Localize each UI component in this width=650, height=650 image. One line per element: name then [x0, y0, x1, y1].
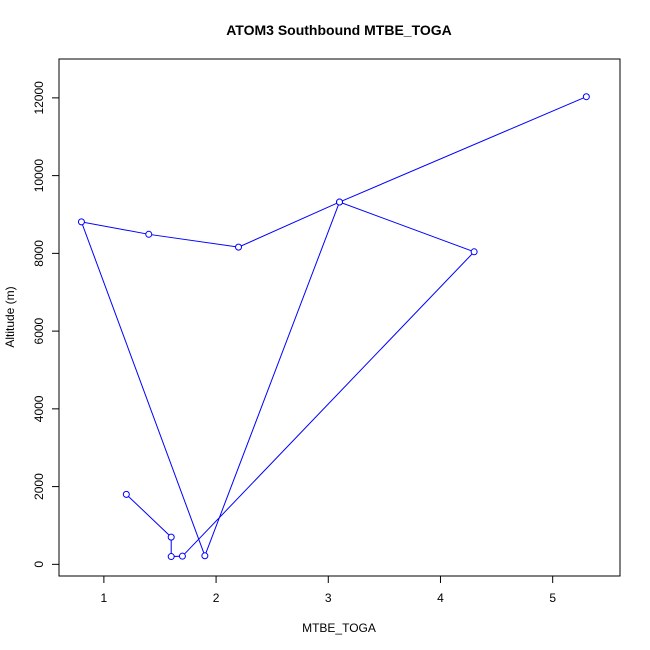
y-tick-label: 12000 — [32, 81, 46, 115]
y-tick-label: 4000 — [32, 395, 46, 422]
y-tick-label: 10000 — [32, 159, 46, 193]
x-tick-label: 1 — [101, 591, 108, 605]
data-point — [470, 248, 478, 256]
x-tick-label: 2 — [213, 591, 220, 605]
series-points — [77, 93, 590, 561]
data-point — [77, 218, 85, 226]
y-axis: 0 2000 4000 6000 8000 10000 12000 — [32, 81, 59, 568]
x-tick-label: 3 — [325, 591, 332, 605]
x-axis-label: MTBE_TOGA — [302, 621, 376, 635]
series-line — [80, 96, 587, 558]
data-point — [201, 552, 209, 560]
data-point — [235, 243, 243, 251]
y-axis-label: Altitude (m) — [3, 286, 17, 347]
data-point — [122, 490, 130, 498]
y-tick-label: 8000 — [32, 240, 46, 267]
y-tick-label: 6000 — [32, 317, 46, 344]
x-tick-label: 5 — [549, 591, 556, 605]
x-tick-label: 4 — [437, 591, 444, 605]
data-point — [582, 93, 590, 101]
chart-title: ATOM3 Southbound MTBE_TOGA — [226, 22, 452, 38]
y-tick-label: 0 — [32, 561, 46, 568]
data-point — [336, 198, 343, 206]
plot-frame — [58, 58, 621, 577]
data-point — [167, 553, 175, 561]
data-point — [178, 552, 186, 560]
y-tick-label: 2000 — [32, 473, 46, 500]
data-point — [167, 533, 175, 541]
x-axis: 1 2 3 4 5 — [101, 576, 556, 605]
data-point — [145, 230, 153, 238]
